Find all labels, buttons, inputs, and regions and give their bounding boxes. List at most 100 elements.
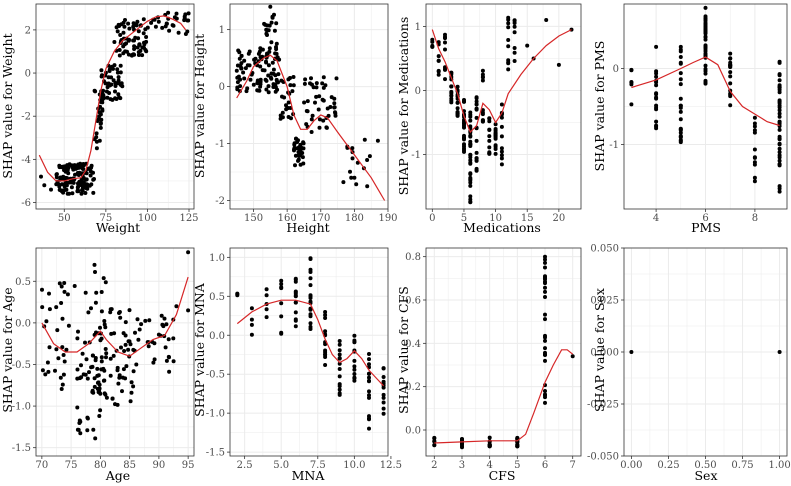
data-point	[102, 378, 107, 383]
data-point	[64, 347, 69, 352]
y-tick-label: 0.2	[405, 382, 421, 393]
data-point	[499, 134, 504, 139]
data-point	[455, 84, 460, 89]
data-point	[323, 342, 328, 347]
data-point	[255, 81, 260, 86]
data-point	[728, 70, 733, 75]
data-point	[325, 106, 330, 111]
data-point	[121, 367, 126, 372]
y-tick-label: -0.5	[206, 370, 225, 381]
data-point	[430, 39, 435, 44]
y-tick-label: -6	[21, 198, 31, 209]
data-point	[85, 428, 90, 433]
data-point	[65, 292, 70, 297]
y-tick-label: -1.0	[12, 402, 31, 413]
data-point	[544, 18, 549, 22]
data-point	[678, 103, 683, 108]
data-point	[63, 168, 68, 173]
data-point	[153, 24, 158, 29]
data-point	[462, 99, 466, 104]
data-point	[93, 89, 98, 94]
data-point	[436, 72, 441, 77]
data-point	[171, 336, 176, 341]
data-point	[308, 257, 313, 261]
data-point	[314, 85, 319, 90]
data-point	[304, 122, 309, 127]
data-point	[115, 67, 120, 72]
data-point	[174, 304, 179, 309]
data-point	[46, 369, 51, 374]
data-point	[308, 276, 313, 281]
data-point	[69, 185, 74, 190]
data-point	[67, 191, 72, 196]
panel-border	[35, 247, 195, 457]
data-point	[367, 371, 371, 376]
data-point	[256, 51, 261, 56]
data-point	[293, 300, 298, 305]
data-point	[286, 106, 291, 110]
data-point	[62, 359, 67, 364]
data-point	[120, 389, 124, 394]
data-point	[381, 411, 386, 416]
data-point	[436, 54, 441, 59]
data-point	[487, 151, 492, 156]
data-point	[449, 96, 454, 101]
y-tick-label: -1	[215, 139, 225, 150]
data-point	[104, 351, 109, 356]
data-point	[264, 87, 269, 92]
data-point	[40, 305, 45, 310]
data-point	[309, 130, 314, 134]
data-point	[129, 380, 134, 385]
data-point	[99, 355, 104, 360]
data-point	[105, 95, 110, 100]
data-point	[493, 135, 498, 140]
data-point	[88, 169, 93, 174]
data-point	[323, 350, 328, 355]
data-point	[98, 125, 103, 130]
x-tick-label: 12.5	[380, 460, 402, 471]
data-point	[354, 182, 359, 187]
data-point	[543, 395, 547, 400]
data-point	[629, 102, 634, 107]
data-point	[132, 38, 136, 43]
data-point	[352, 333, 357, 338]
data-point	[752, 155, 757, 160]
data-point	[90, 388, 95, 393]
data-point	[468, 158, 473, 163]
data-point	[80, 181, 85, 186]
data-point	[138, 48, 143, 53]
y-tick-label: 0	[415, 86, 421, 97]
data-point	[118, 315, 123, 320]
smooth-curve	[38, 15, 187, 182]
data-point	[79, 363, 83, 368]
data-point	[337, 342, 342, 347]
data-point	[302, 100, 307, 105]
data-point	[320, 81, 325, 86]
data-point	[63, 181, 68, 186]
x-tick-label: 190	[378, 213, 397, 224]
data-point	[728, 51, 733, 56]
data-point	[96, 380, 101, 385]
data-point	[123, 342, 128, 347]
data-point	[113, 84, 118, 88]
data-point	[263, 22, 268, 27]
data-point	[80, 351, 85, 356]
data-point	[352, 378, 357, 383]
x-tick-label: 20	[552, 213, 565, 224]
data-point	[752, 147, 757, 152]
data-point	[460, 445, 464, 450]
data-point	[122, 24, 127, 29]
data-point	[324, 125, 329, 130]
data-point	[443, 67, 447, 72]
data-point	[298, 142, 303, 147]
data-point	[777, 114, 782, 119]
data-point	[273, 51, 278, 56]
data-point	[83, 340, 87, 345]
data-point	[303, 77, 308, 82]
data-point	[98, 121, 103, 126]
data-point	[59, 387, 64, 391]
data-point	[140, 45, 145, 50]
y-tick-label: -4	[21, 155, 31, 166]
data-point	[164, 358, 169, 363]
data-point	[323, 316, 328, 320]
